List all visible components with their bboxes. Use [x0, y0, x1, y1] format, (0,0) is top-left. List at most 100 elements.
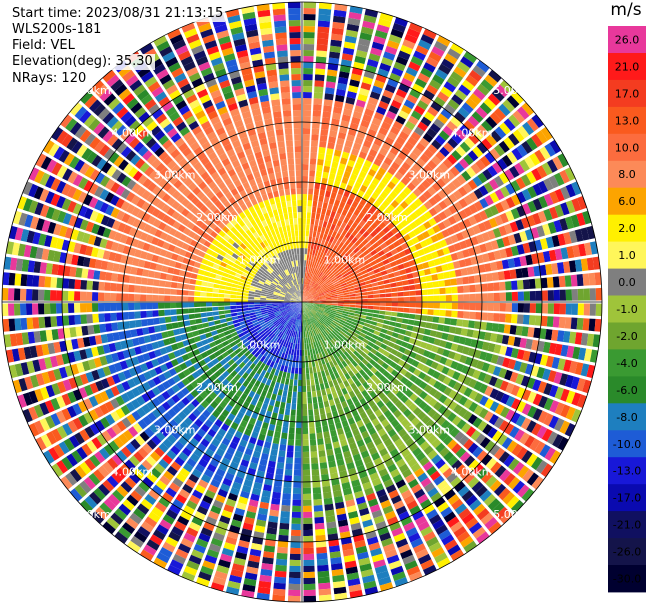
velocity-gate [359, 198, 367, 207]
velocity-gate [505, 183, 516, 195]
velocity-gate [395, 204, 405, 214]
velocity-gate [447, 262, 455, 270]
velocity-gate [396, 214, 405, 223]
velocity-gate [305, 266, 308, 273]
velocity-gate [337, 132, 347, 140]
velocity-gate [303, 68, 313, 75]
velocity-gate [487, 293, 494, 301]
velocity-gate [465, 97, 478, 110]
velocity-gate [463, 154, 474, 166]
velocity-gate [546, 316, 554, 327]
velocity-gate [463, 302, 470, 310]
velocity-gate [98, 281, 105, 291]
velocity-gate [38, 303, 45, 315]
velocity-gate [287, 439, 295, 446]
velocity-gate [219, 285, 226, 290]
velocity-gate [476, 124, 489, 137]
velocity-gate [362, 215, 370, 223]
velocity-gate [312, 293, 318, 297]
velocity-gate [542, 250, 551, 263]
velocity-gate [307, 206, 312, 213]
velocity-gate [314, 414, 321, 422]
velocity-gate [400, 256, 409, 263]
velocity-gate [345, 165, 353, 173]
velocity-gate [329, 45, 341, 53]
velocity-gate [355, 307, 362, 312]
velocity-gate [300, 338, 302, 345]
velocity-gate [283, 365, 288, 373]
velocity-gate [468, 275, 475, 284]
velocity-gate [296, 415, 302, 423]
velocity-gate [534, 149, 546, 163]
velocity-gate [415, 45, 429, 56]
velocity-gate [483, 182, 494, 193]
velocity-gate [473, 213, 483, 223]
velocity-gate [266, 303, 273, 306]
velocity-gate [594, 272, 602, 286]
velocity-gate [354, 136, 364, 145]
velocity-gate [539, 444, 551, 458]
velocity-gate [450, 71, 464, 83]
velocity-gate [322, 275, 328, 281]
velocity-gate [542, 223, 551, 236]
velocity-gate [297, 343, 300, 350]
velocity-gate [310, 379, 315, 386]
velocity-gate [379, 298, 386, 302]
velocity-gate [363, 159, 373, 168]
velocity-gate [319, 462, 328, 469]
velocity-gate [401, 125, 413, 136]
velocity-gate [409, 202, 419, 211]
velocity-gate [451, 310, 458, 318]
velocity-gate [315, 262, 319, 269]
velocity-gate [26, 289, 33, 301]
velocity-gate [350, 275, 357, 280]
velocity-gate [307, 349, 311, 356]
velocity-gate [368, 168, 377, 177]
velocity-gate [306, 294, 312, 299]
velocity-gate [576, 317, 584, 330]
velocity-gate [520, 375, 530, 387]
velocity-gate [152, 294, 159, 302]
velocity-gate [444, 103, 456, 115]
velocity-gate [336, 137, 345, 146]
velocity-gate [410, 332, 418, 339]
velocity-gate [336, 309, 343, 313]
velocity-gate [458, 158, 470, 169]
velocity-gate [463, 398, 473, 409]
velocity-gate [495, 202, 505, 214]
velocity-gate [324, 254, 329, 261]
velocity-gate [367, 341, 375, 348]
velocity-gate [472, 129, 484, 141]
velocity-gate [485, 322, 493, 331]
velocity-gate [276, 462, 285, 469]
velocity-gate [328, 314, 335, 319]
velocity-gate [353, 208, 361, 217]
velocity-gate [344, 321, 352, 327]
velocity-gate [311, 236, 316, 244]
velocity-gate [302, 298, 307, 302]
velocity-gate [476, 254, 484, 264]
velocity-gate [303, 553, 315, 560]
velocity-gate [545, 329, 553, 341]
velocity-gate [584, 348, 593, 362]
velocity-gate [170, 288, 177, 295]
velocity-gate [484, 195, 494, 206]
velocity-gate [515, 325, 523, 336]
velocity-gate [383, 185, 392, 195]
velocity-gate [382, 350, 391, 358]
velocity-gate [288, 583, 301, 590]
velocity-gate [324, 503, 334, 511]
velocity-gate [32, 289, 39, 301]
velocity-gate [334, 246, 341, 254]
velocity-gate [352, 332, 359, 338]
velocity-gate [557, 153, 569, 168]
velocity-gate [429, 79, 442, 90]
velocity-gate [8, 303, 15, 316]
velocity-gate [362, 326, 370, 331]
velocity-gate [324, 308, 331, 312]
velocity-gate [316, 432, 323, 440]
velocity-gate [225, 317, 233, 322]
velocity-gate [206, 297, 213, 302]
velocity-gate [321, 208, 327, 215]
velocity-gate [444, 53, 458, 65]
